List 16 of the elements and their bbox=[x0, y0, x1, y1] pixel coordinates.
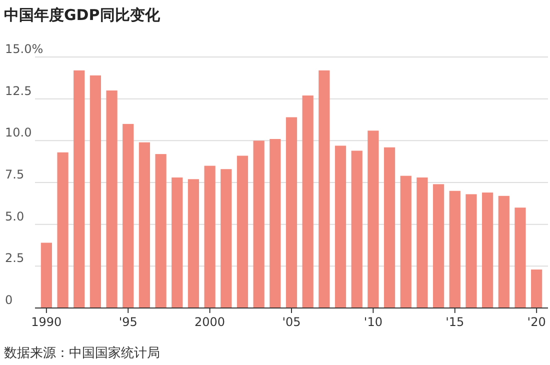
chart-title: 中国年度GDP同比变化 bbox=[4, 6, 161, 24]
y-tick-label: 15.0% bbox=[5, 42, 44, 56]
y-tick-label: 2.5 bbox=[5, 251, 24, 266]
x-tick-label: '10 bbox=[364, 315, 382, 329]
x-tick-label: '05 bbox=[282, 315, 301, 329]
x-tick-label: '95 bbox=[118, 315, 138, 329]
y-tick-label: 12.5 bbox=[5, 84, 32, 98]
x-tick-label: '15 bbox=[446, 315, 464, 329]
source-note: 数据来源：中国国家统计局 bbox=[4, 345, 160, 361]
y-tick-label: 7.5 bbox=[5, 168, 24, 182]
y-tick-label: 0 bbox=[5, 293, 13, 307]
x-tick-label: 2000 bbox=[194, 315, 226, 329]
y-tick-label: 10.0 bbox=[5, 126, 32, 140]
x-tick-label: 1990 bbox=[31, 315, 62, 329]
y-tick-label: 5.0 bbox=[5, 209, 24, 224]
x-tick-label: '20 bbox=[527, 315, 546, 329]
